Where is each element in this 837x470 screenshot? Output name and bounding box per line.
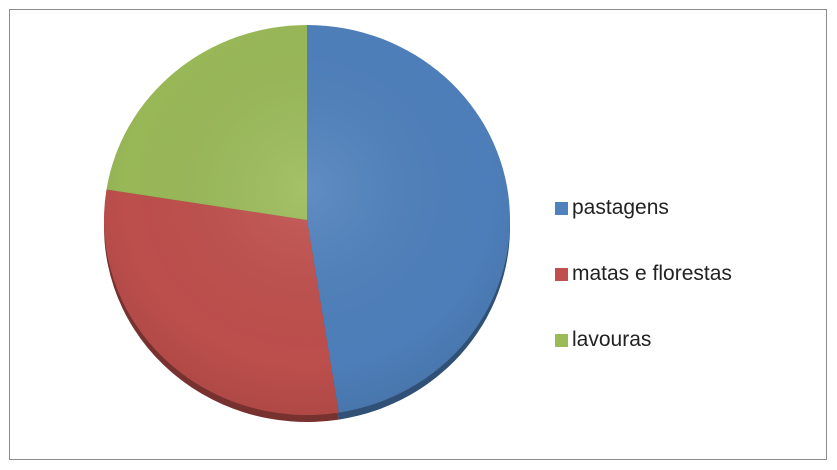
chart-area: pastagens matas e florestas lavouras <box>9 9 827 460</box>
legend-label-pastagens: pastagens <box>572 196 669 219</box>
pie-shading <box>104 25 510 415</box>
legend-label-lavouras: lavouras <box>572 328 652 351</box>
legend-label-matas-e-florestas: matas e florestas <box>572 262 732 285</box>
legend-item-lavouras: lavouras <box>555 328 732 352</box>
pie-shade <box>104 25 510 415</box>
legend-swatch-lavouras <box>555 333 568 347</box>
legend: pastagens matas e florestas lavouras <box>555 196 732 394</box>
legend-item-matas-e-florestas: matas e florestas <box>555 262 732 286</box>
legend-swatch-pastagens <box>555 201 568 215</box>
legend-swatch-matas-e-florestas <box>555 267 568 281</box>
legend-item-pastagens: pastagens <box>555 196 732 220</box>
pie-chart <box>104 25 511 422</box>
